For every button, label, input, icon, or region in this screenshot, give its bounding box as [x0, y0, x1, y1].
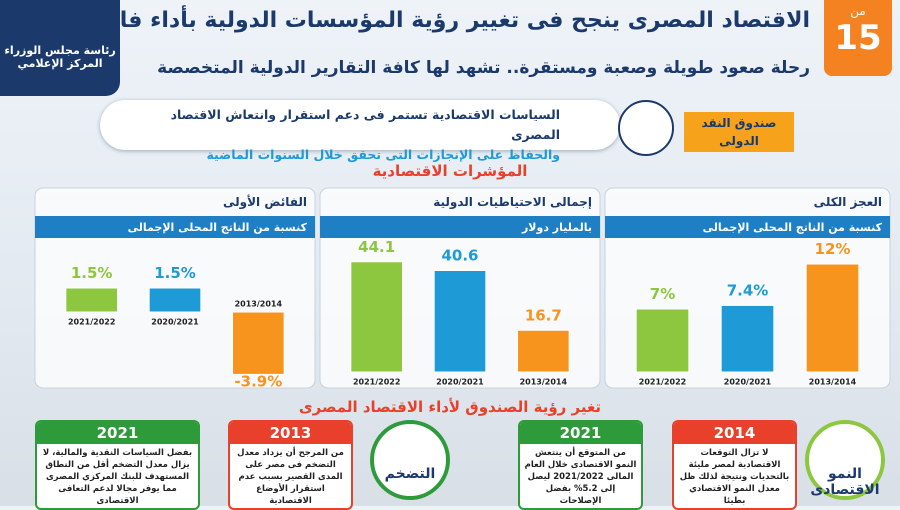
- bar: [65, 287, 119, 313]
- card-year: 2021: [37, 422, 198, 444]
- page-label: من: [850, 4, 866, 18]
- category-label: 2013/2014: [235, 300, 283, 309]
- value-label: 44.1: [358, 238, 395, 256]
- page-number: 15: [834, 18, 882, 58]
- category-label: 2020/2021: [724, 378, 772, 387]
- value-label: 40.6: [441, 247, 478, 265]
- value-label: 7%: [650, 285, 675, 303]
- bar: [720, 304, 775, 373]
- topic: النمو الاقتصادى: [805, 420, 885, 500]
- value-label: 7.4%: [727, 281, 769, 299]
- card-year: 2021: [520, 422, 641, 444]
- banner: السياسات الاقتصادية تستمر فى دعم استقرار…: [100, 100, 620, 162]
- category-label: 2021/2022: [68, 318, 115, 327]
- card: 2014 لا تزال التوقعات الاقتصادية لمصر مل…: [672, 420, 797, 510]
- panel-subtitle-bg: [605, 216, 890, 238]
- value-label: 1.5%: [71, 264, 113, 282]
- card-text: بفضل السياسات النقدية والمالية، لا يزال …: [42, 448, 193, 506]
- category-label: 2013/2014: [809, 378, 857, 387]
- bar: [148, 287, 202, 313]
- value-label: 1.5%: [154, 264, 196, 282]
- card: 2013 من المرجح أن يزداد معدل التضخم فى م…: [228, 420, 353, 510]
- bar: [350, 261, 404, 373]
- card-year: 2014: [674, 422, 795, 444]
- panel-title: الفائض الأولى: [223, 194, 307, 210]
- bar: [517, 329, 570, 373]
- panel-subtitle: بالمليار دولار: [521, 221, 592, 234]
- panel-subtitle-bg: [35, 216, 315, 238]
- bar: [805, 263, 860, 373]
- subtitle: رحلة صعود طويلة وصعبة ومستقرة.. تشهد لها…: [157, 58, 810, 78]
- value-label: 16.7: [525, 306, 562, 324]
- panel-title: إجمالى الاحتياطيات الدولية: [433, 195, 592, 210]
- panel-subtitle-bg: [320, 216, 600, 238]
- value-label: -3.9%: [234, 372, 282, 390]
- category-label: 2021/2022: [353, 378, 400, 387]
- topic: التضخم: [370, 420, 450, 500]
- logo-line: المركز الإعلامي: [17, 57, 103, 70]
- category-label: 2020/2021: [151, 318, 199, 327]
- banner-line: السياسات الاقتصادية تستمر فى دعم استقرار…: [170, 107, 560, 142]
- section-title: تغير رؤية الصندوق لأداء الاقتصاد المصرى: [298, 398, 602, 416]
- value-label: 12%: [815, 240, 851, 258]
- banner-line: والحفاظ على الإنجازات التى تحقق خلال الس…: [206, 147, 560, 162]
- panel-subtitle: كنسبة من الناتج المحلى الإجمالى: [128, 221, 308, 234]
- category-label: 2021/2022: [639, 378, 686, 387]
- logo-line: رئاسة مجلس الوزراء: [4, 44, 116, 57]
- card-year: 2013: [230, 422, 351, 444]
- bar: [433, 270, 487, 373]
- bar: [232, 311, 285, 375]
- card-text: لا تزال التوقعات الاقتصادية لمصر مليئة ب…: [679, 448, 790, 506]
- category-label: 2013/2014: [520, 378, 568, 387]
- section-title: المؤشرات الاقتصادية: [372, 162, 528, 180]
- panel-subtitle: كنسبة من الناتج المحلى الإجمالى: [703, 221, 883, 234]
- panel-title: العجز الكلى: [814, 195, 882, 209]
- logo: رئاسة مجلس الوزراء المركز الإعلامي: [0, 0, 120, 96]
- card-text: من المرجح أن يزداد معدل التضخم فى مصر عل…: [237, 448, 344, 506]
- card-text: من المتوقع أن ينتعش النمو الاقتصادى خلال…: [524, 448, 637, 506]
- title: الاقتصاد المصرى ينجح فى تغيير رؤية المؤس…: [0, 8, 810, 33]
- page-badge: من 15: [824, 0, 892, 76]
- bar: [635, 308, 690, 373]
- card: 2021 بفضل السياسات النقدية والمالية، لا …: [35, 420, 200, 510]
- category-label: 2020/2021: [436, 378, 484, 387]
- imf-logo: [618, 100, 674, 156]
- card: 2021 من المتوقع أن ينتعش النمو الاقتصادى…: [518, 420, 643, 510]
- source-tag: صندوق النقد الدولى: [684, 112, 794, 152]
